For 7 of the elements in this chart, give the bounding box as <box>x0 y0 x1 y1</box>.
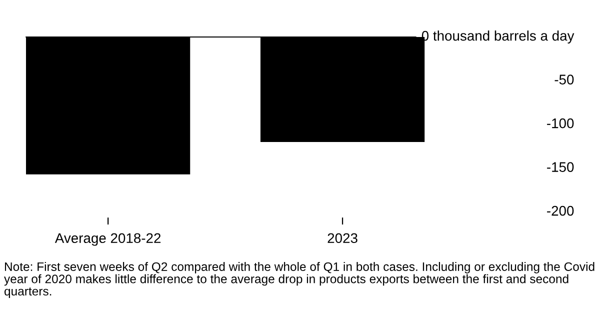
y-tick-label: -50 <box>554 74 574 84</box>
x-tick-label: 2023 <box>328 233 358 244</box>
x-tick-label: Average 2018-22 <box>54 233 161 246</box>
text: Note: First seven weeks of Q2 compared with the whole of Q1 in both cases. Including or excluding the Covid year of 2020 makes little difference to the average drop in products exports between the first and second quarters. <box>4 262 594 298</box>
y-tick-label: -100 <box>547 118 574 128</box>
y-tick-label: -200 <box>547 206 574 216</box>
y-tick-label: -150 <box>547 162 574 172</box>
